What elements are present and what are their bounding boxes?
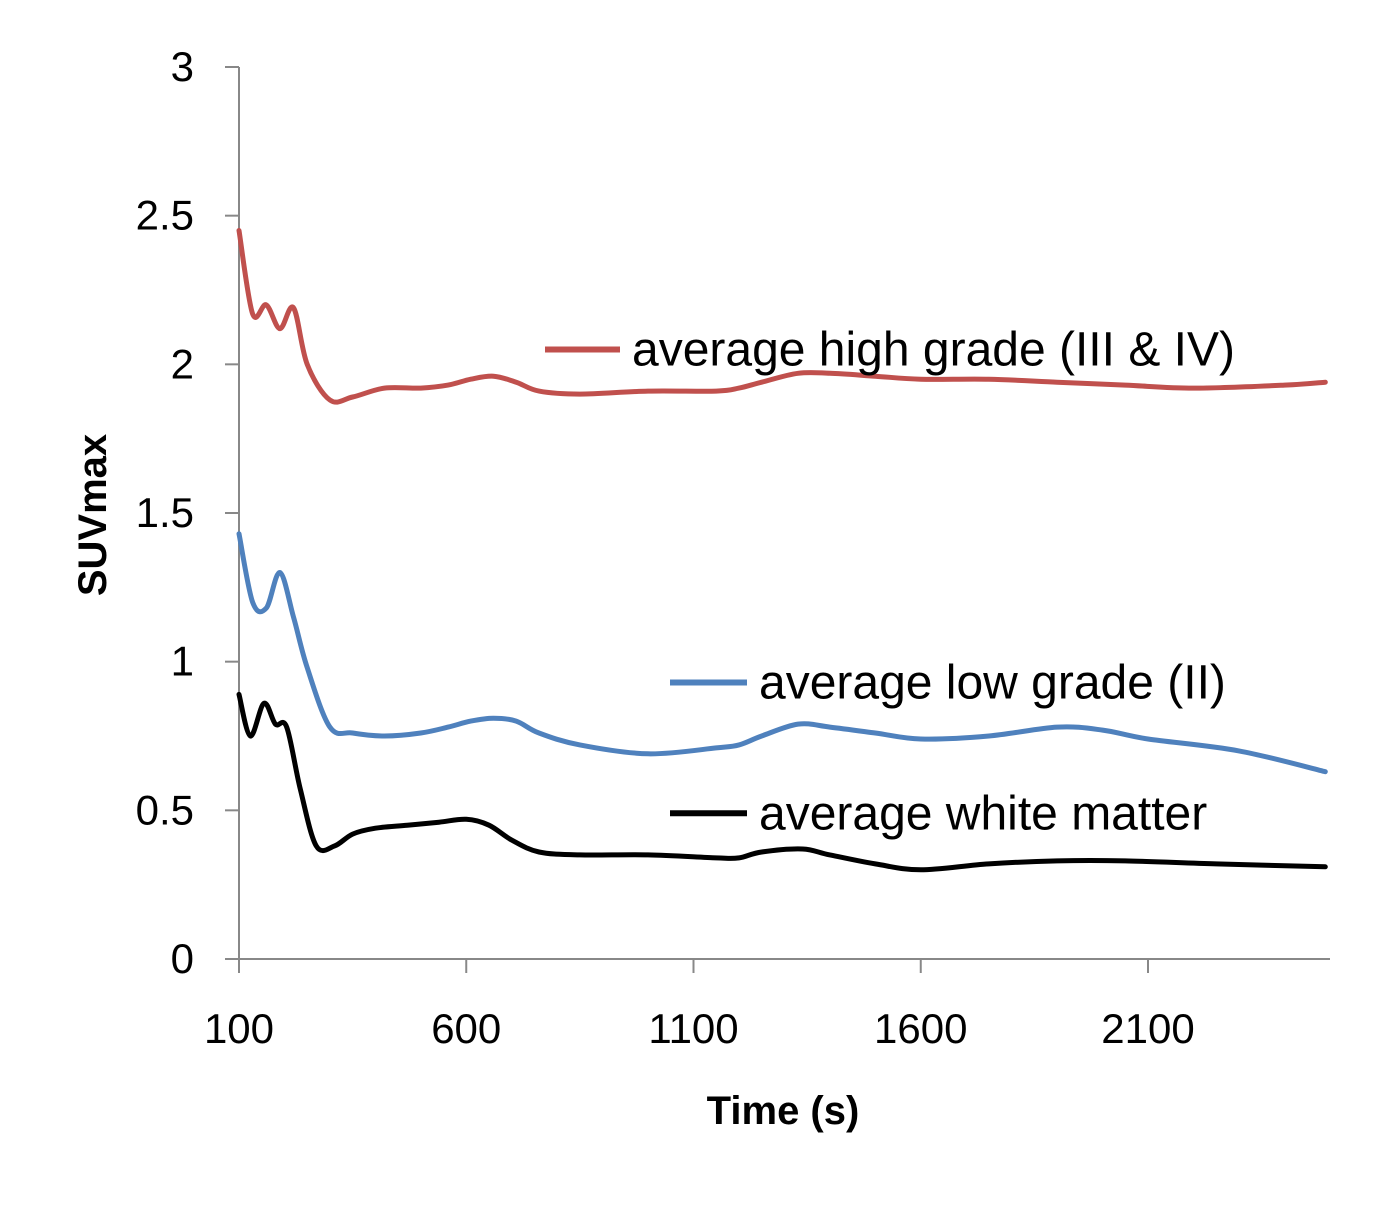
y-tick-label: 1 <box>171 638 194 685</box>
y-axis: 0 0.5 1 1.5 2 2.5 3 <box>136 43 240 982</box>
x-tick-label: 600 <box>431 1005 501 1052</box>
legend-label: average white matter <box>759 787 1207 840</box>
y-tick-label: 1.5 <box>136 489 194 536</box>
y-tick-label: 3 <box>171 43 194 90</box>
series-line-high-grade <box>236 228 1328 405</box>
series-lines <box>236 228 1328 873</box>
legend-label: average low grade (II) <box>759 656 1226 709</box>
series-line-low-grade <box>236 531 1328 775</box>
series-line-white-matter <box>236 691 1328 873</box>
legend-item-low-grade: average low grade (II) <box>670 656 1226 709</box>
y-tick-label: 2 <box>171 340 194 387</box>
legend-item-white-matter: average white matter <box>670 787 1207 840</box>
legend: average high grade (III & IV) average low… <box>545 323 1235 840</box>
x-tick-label: 100 <box>204 1005 274 1052</box>
x-tick-label: 1600 <box>874 1005 967 1052</box>
y-tick-label: 0.5 <box>136 786 194 833</box>
y-tick-label: 0 <box>171 935 194 982</box>
x-tick-label: 2100 <box>1101 1005 1194 1052</box>
x-axis: 100 600 1100 1600 2100 <box>204 958 1330 1052</box>
legend-item-high-grade: average high grade (III & IV) <box>545 323 1235 376</box>
legend-label: average high grade (III & IV) <box>632 323 1235 376</box>
y-tick-label: 2.5 <box>136 192 194 239</box>
y-axis-title: SUVmax <box>71 434 115 596</box>
x-axis-title: Time (s) <box>707 1089 860 1133</box>
x-tick-label: 1100 <box>648 1005 738 1052</box>
